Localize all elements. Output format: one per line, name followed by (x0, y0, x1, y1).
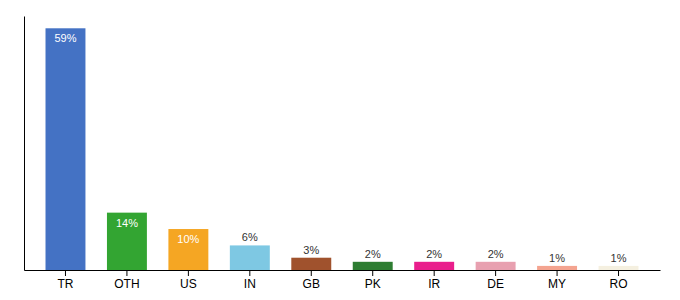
x-tick: US (180, 270, 197, 291)
bar (107, 213, 147, 270)
plot: TR OTH US IN GB PK IR DE MY RO 59% 14% 10% 6% 3% 2% 2% 2%… (25, 17, 661, 291)
x-tick-label: US (180, 277, 197, 291)
y-axis (24, 17, 25, 271)
x-tick-mark (618, 270, 619, 276)
x-tick: IR (428, 270, 440, 291)
x-tick-label: GB (303, 277, 320, 291)
x-tick-mark (188, 270, 189, 276)
y-axis-line (24, 17, 25, 271)
x-axis: TR OTH US IN GB PK IR DE MY RO (25, 270, 661, 291)
x-tick: MY (548, 270, 566, 291)
x-tick-label: IR (428, 277, 440, 291)
data-labels: 59% 14% 10% 6% 3% 2% 2% 2% 1% 1% (54, 32, 626, 264)
chart: TR OTH US IN GB PK IR DE MY RO 59% 14% 10% 6% 3% 2% 2% 2%… (0, 0, 680, 300)
x-tick-mark (495, 270, 496, 276)
bar (599, 266, 639, 270)
x-tick-label: OTH (114, 277, 139, 291)
x-tick-label: RO (610, 277, 628, 291)
data-label: 3% (303, 244, 319, 256)
x-tick: OTH (114, 270, 139, 291)
data-label: 14% (116, 217, 138, 229)
data-label: 2% (488, 248, 504, 260)
data-label: 1% (611, 252, 627, 264)
bar (46, 28, 86, 270)
data-label: 6% (242, 231, 258, 243)
x-tick: RO (610, 270, 628, 291)
data-label: 2% (365, 248, 381, 260)
bar (291, 258, 331, 270)
x-tick: IN (244, 270, 256, 291)
data-label: 1% (549, 252, 565, 264)
x-tick-mark (434, 270, 435, 276)
bars (46, 28, 639, 270)
bar (537, 266, 577, 270)
x-tick: GB (303, 270, 320, 291)
data-label: 10% (177, 233, 199, 245)
x-tick-label: IN (244, 277, 256, 291)
x-tick-label: TR (57, 277, 73, 291)
x-tick-mark (249, 270, 250, 276)
x-tick-mark (126, 270, 127, 276)
x-axis-line (25, 270, 661, 271)
x-tick-mark (557, 270, 558, 276)
x-tick-mark (65, 270, 66, 276)
x-tick: TR (57, 270, 73, 291)
x-tick-label: MY (548, 277, 566, 291)
x-tick: DE (487, 270, 504, 291)
x-tick-mark (372, 270, 373, 276)
bar (230, 245, 270, 270)
data-label: 2% (426, 248, 442, 260)
bar (476, 262, 516, 270)
data-label: 59% (54, 32, 76, 44)
bar (414, 262, 454, 270)
x-tick-label: DE (487, 277, 504, 291)
x-tick: PK (365, 270, 381, 291)
bar (353, 262, 393, 270)
x-tick-mark (311, 270, 312, 276)
bar (168, 229, 208, 270)
x-tick-label: PK (365, 277, 381, 291)
